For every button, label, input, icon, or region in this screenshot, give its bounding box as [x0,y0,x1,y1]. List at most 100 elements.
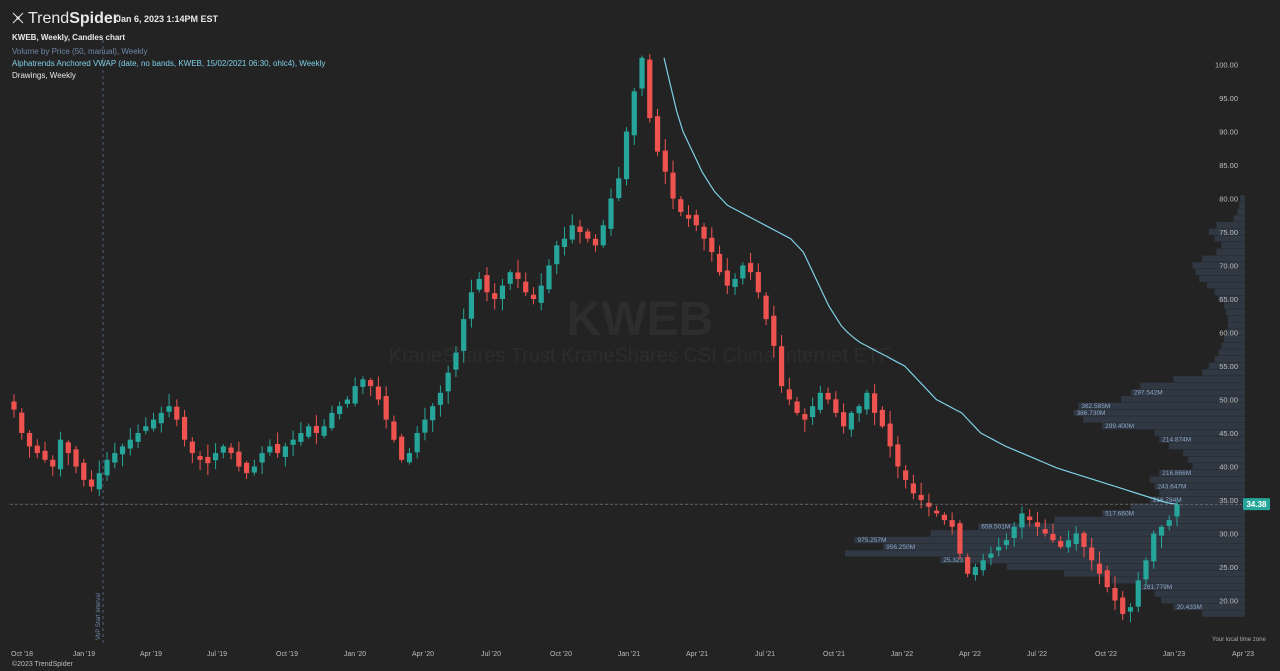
candle-body [647,59,653,119]
candle-body [414,433,420,453]
x-tick-label: Jul '20 [481,651,501,658]
candle-body [422,419,428,433]
vbp-bar [1078,402,1245,410]
watermark-symbol: KWEB [567,293,714,346]
candle-body [468,292,475,319]
legend-drawings[interactable]: Drawings, Weekly [12,71,76,80]
candle-body [391,421,397,440]
vbp-bar [978,523,1245,530]
x-tick-label: Jul '21 [755,651,775,658]
candle-body [934,510,940,514]
candle-body [685,214,692,219]
candle-body [50,459,56,467]
candle-body [143,426,149,431]
candle-body [1120,597,1126,614]
legend-symbol[interactable]: KWEB, Weekly, Candles chart [12,33,126,42]
candle-body [530,294,537,299]
candle-body [670,172,676,199]
candle-body [383,396,389,420]
candle-body [42,450,48,460]
candle-body [879,409,885,427]
y-tick-label: 100.00 [1215,61,1238,70]
vbp-bar [1221,342,1245,349]
y-tick-label: 65.00 [1219,295,1238,304]
candle-body [716,253,723,273]
candle-body [34,445,40,454]
trendspider-logo-text: TrendSpider [28,10,119,27]
candle-body [1042,529,1048,534]
vbp-bar [1168,443,1245,450]
vbp-bar [1140,583,1245,591]
vbp-label: 975.257M [858,537,887,544]
last-price-tag [1243,498,1270,511]
candle-body [1034,522,1041,527]
candle-body [1058,541,1064,547]
vbp-bar [1154,429,1245,436]
candle-body [616,178,622,199]
candle-body [988,553,994,558]
candle-body [1104,570,1110,588]
vbp-bar [1240,195,1245,202]
legend-anchored-vwap[interactable]: Alphatrends Anchored VWAP (date, no band… [12,59,326,68]
vbp-start-label: VbP Start Interval [96,593,102,640]
vbp-bar [1006,563,1245,570]
candle-body [476,278,482,290]
vbp-label: 243.647M [1158,483,1187,490]
candle-body [205,456,211,464]
candle-body [631,91,637,136]
candle-body [996,546,1002,551]
candle-body [755,271,761,293]
candle-body [399,436,405,460]
vbp-bar [1216,248,1245,256]
candle-body [135,433,141,442]
vbp-bar [1130,389,1245,396]
vbp-label: 25.323 [943,557,963,564]
vbp-bar [1054,516,1245,524]
candle-body [181,416,188,440]
candle-body [709,237,715,253]
vbp-bar [1227,315,1245,323]
candle-body [26,432,33,447]
vbp-bar [854,536,1245,544]
candle-body [236,451,242,467]
x-tick-label: Jul '22 [1027,651,1047,658]
candle-body [228,447,234,454]
candle-body [957,523,963,554]
vbp-bar [1154,483,1245,490]
vbp-bar [1221,242,1245,249]
y-tick-label: 70.00 [1219,262,1238,271]
vbp-bar [1173,603,1245,611]
vbp-bar [1149,476,1245,483]
vbp-bar [1214,288,1245,296]
candle-body [903,470,909,480]
x-tick-label: Apr '20 [412,651,434,658]
candle-body [275,444,281,454]
trendspider-logo-icon [12,12,24,24]
candle-body [445,372,451,392]
candle-body [290,439,296,445]
candle-body [654,116,661,152]
candle-body [112,453,118,463]
candle-body [724,270,730,286]
candle-body [771,315,777,346]
y-tick-label: 90.00 [1219,128,1238,137]
legend-volume-by-price[interactable]: Volume by Price (50, manual), Weekly [12,47,148,56]
candle-body [693,214,699,226]
vbp-bar [1218,295,1245,302]
candle-body [569,225,575,240]
timezone-label: Your local time zone [1212,637,1266,643]
x-tick-label: Jan '21 [618,651,640,658]
last-price-label: 34.38 [1246,500,1267,509]
x-tick-label: Apr '23 [1232,651,1254,658]
candle-body [1127,607,1134,612]
candle-body [267,446,273,453]
vbp-bar [1202,369,1245,376]
vbp-bar [1083,416,1245,423]
candle-body [554,245,560,265]
candle-body [1050,533,1056,541]
candle-body [817,392,823,410]
candle-body [515,272,521,279]
candle-body [65,442,71,454]
candle-body [833,399,839,413]
